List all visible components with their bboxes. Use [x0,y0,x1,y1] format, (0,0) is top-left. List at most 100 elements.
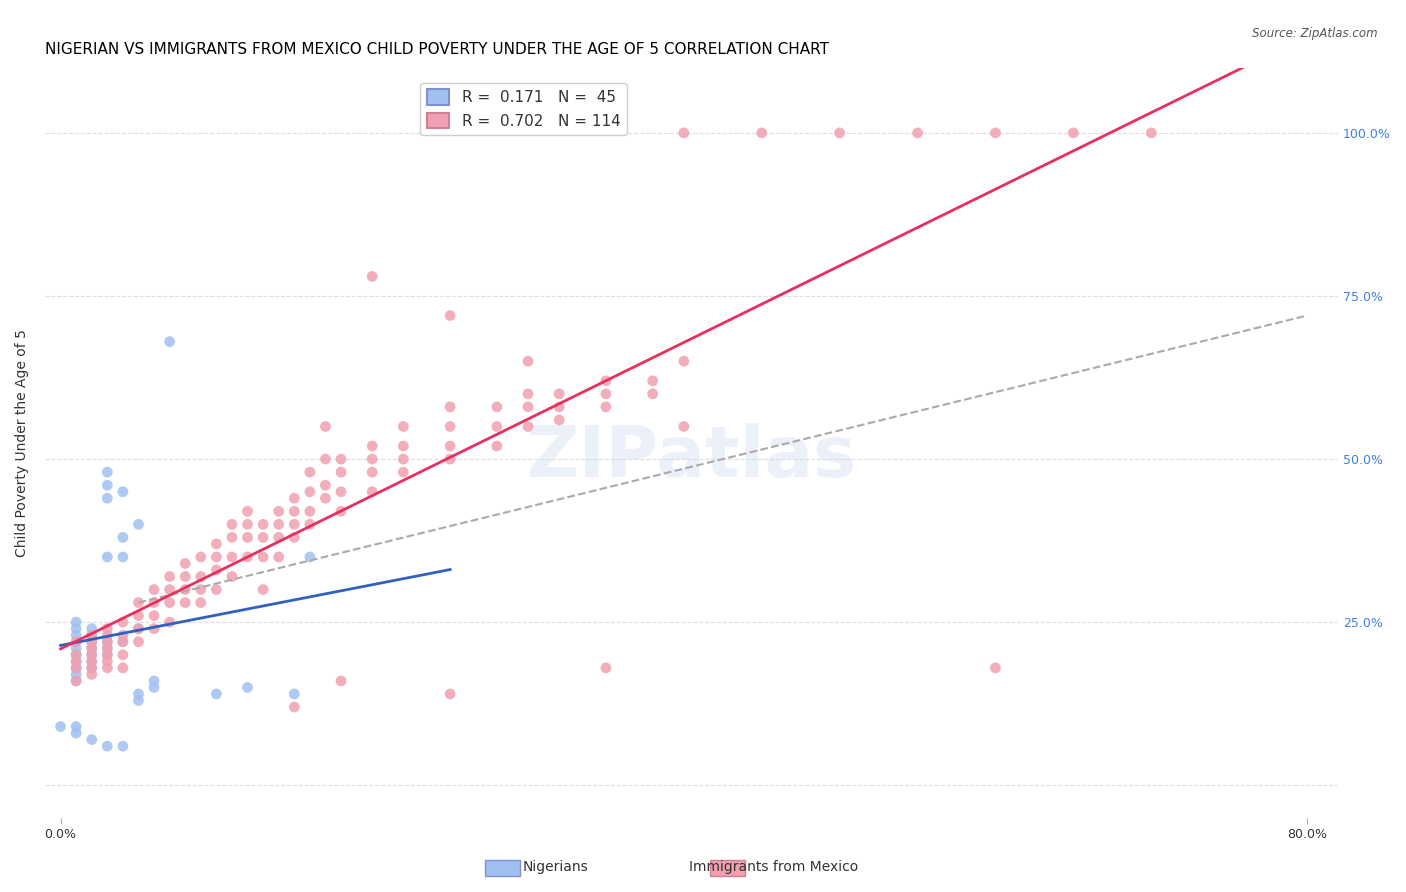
Point [111,661,134,675]
Point [485,439,508,453]
Point [392,439,415,453]
Point [96,654,118,668]
Point [96,641,118,656]
Point [96,628,118,642]
Point [236,517,259,532]
Point [298,465,321,479]
Point [65,648,87,662]
Point [439,452,461,467]
Point [439,419,461,434]
Point [159,596,181,610]
Point [330,673,353,688]
Point [330,465,353,479]
Point [548,400,571,414]
Point [361,465,384,479]
Point [111,628,134,642]
Point [96,549,118,564]
Point [283,700,305,714]
Text: Nigerians: Nigerians [523,860,588,874]
Point [174,582,197,597]
Point [159,334,181,349]
Point [80,648,103,662]
Point [221,549,243,564]
Point [80,641,103,656]
Point [236,504,259,518]
Point [252,530,274,544]
Point [96,478,118,492]
Point [283,491,305,506]
Point [127,622,149,636]
Point [205,549,228,564]
Point [143,596,166,610]
Point [314,478,336,492]
Point [80,648,103,662]
Point [127,517,149,532]
Point [205,687,228,701]
Point [65,720,87,734]
Point [190,549,212,564]
Point [80,634,103,648]
Point [361,452,384,467]
Point [548,413,571,427]
Point [361,484,384,499]
Point [65,661,87,675]
Point [267,504,290,518]
Point [96,648,118,662]
Point [96,491,118,506]
Point [485,400,508,414]
Point [65,628,87,642]
Point [1062,126,1084,140]
Point [298,517,321,532]
Point [65,648,87,662]
Point [641,387,664,401]
Point [190,569,212,583]
Point [439,687,461,701]
Point [314,452,336,467]
Point [65,661,87,675]
Point [111,530,134,544]
Point [298,549,321,564]
Point [96,739,118,753]
Point [143,582,166,597]
Point [641,374,664,388]
Point [267,530,290,544]
Point [221,569,243,583]
Point [127,596,149,610]
Point [439,400,461,414]
Point [517,400,540,414]
Point [65,654,87,668]
Point [127,634,149,648]
Point [80,641,103,656]
Point [65,667,87,681]
Point [205,582,228,597]
Point [80,628,103,642]
Point [80,667,103,681]
Point [143,681,166,695]
Point [65,654,87,668]
Point [174,569,197,583]
Point [330,484,353,499]
Point [252,517,274,532]
Point [221,517,243,532]
Point [205,537,228,551]
Point [517,419,540,434]
Point [314,491,336,506]
Point [96,641,118,656]
Point [159,569,181,583]
Point [159,582,181,597]
Point [174,596,197,610]
Point [548,387,571,401]
Point [236,530,259,544]
Point [439,439,461,453]
Point [595,374,617,388]
Point [298,504,321,518]
Point [80,654,103,668]
Point [65,615,87,630]
Point [595,387,617,401]
Point [330,504,353,518]
Point [361,439,384,453]
Point [221,530,243,544]
Point [252,549,274,564]
Point [127,622,149,636]
Point [828,126,851,140]
